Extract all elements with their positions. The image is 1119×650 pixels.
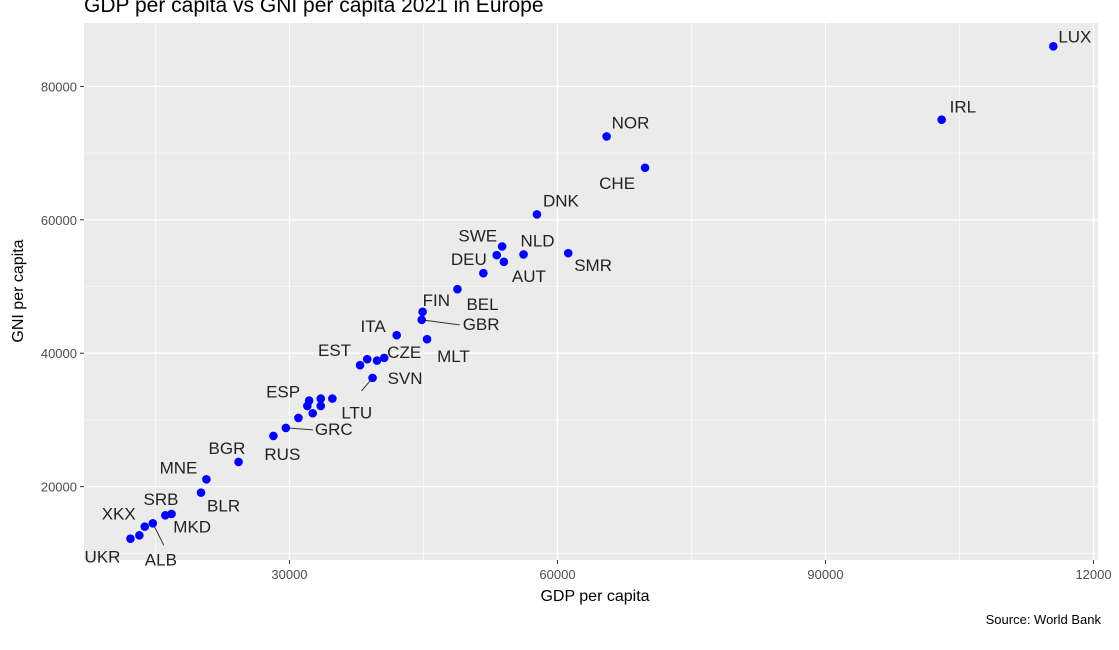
data-point [422, 334, 432, 344]
point-label: FIN [423, 291, 450, 310]
x-axis-title: GDP per capita [540, 588, 649, 605]
data-point [1049, 42, 1058, 51]
x-tick-label: 30000 [271, 567, 307, 582]
point-label: GRC [315, 420, 353, 439]
point-label: BLR [207, 497, 240, 516]
data-point [418, 307, 427, 317]
point-label: SMR [574, 256, 612, 275]
point-label: RUS [264, 445, 300, 464]
point-label: ESP [266, 383, 300, 402]
x-tick-label: 12000 [1075, 567, 1111, 582]
point-label: BGR [209, 439, 246, 458]
point-label: DEU [451, 250, 487, 269]
y-tick-label: 20000 [41, 480, 77, 495]
data-point [937, 115, 946, 125]
data-point [563, 248, 573, 258]
plot-panel [84, 23, 1098, 560]
data-point [497, 242, 507, 251]
data-point [392, 330, 401, 340]
data-point [202, 474, 211, 484]
data-point [640, 163, 650, 173]
point-labels: LUX IRL NOR CHE DNK SWE NLD SMR DEU AUT BEL FIN GBR M… [85, 27, 1092, 569]
point-label: ALB [145, 550, 177, 569]
data-point [281, 423, 291, 433]
point-label: SWE [458, 226, 497, 245]
point-label: MNE [160, 458, 198, 477]
data-point [126, 534, 135, 543]
x-tick-label: 60000 [539, 567, 575, 582]
data-point [368, 373, 377, 383]
data-point [316, 394, 326, 403]
point-label: SRB [144, 490, 179, 509]
point-label: IRL [950, 98, 976, 117]
label-connector [421, 319, 460, 326]
data-points [126, 42, 1058, 543]
point-label: AUT [512, 267, 546, 286]
point-label: ITA [360, 317, 386, 336]
data-point [328, 394, 337, 403]
data-point [417, 315, 427, 325]
data-point [308, 408, 318, 418]
point-label: MKD [173, 517, 211, 536]
data-point [519, 250, 528, 259]
data-point [362, 354, 372, 364]
data-point [140, 522, 150, 531]
axis-ticks: 30000 60000 90000 12000 20000 40000 60000 80000 [41, 79, 1112, 582]
point-label: MLT [437, 347, 470, 366]
data-point [135, 531, 144, 540]
data-point [196, 488, 206, 497]
point-label: SVN [388, 369, 423, 388]
data-point [602, 132, 611, 141]
y-tick-label: 40000 [41, 346, 77, 361]
point-label: NLD [521, 231, 555, 250]
y-tick-label: 80000 [41, 79, 77, 94]
label-connector [285, 427, 313, 431]
point-label: NOR [612, 113, 650, 132]
point-label: DNK [543, 191, 580, 210]
point-label: LTU [341, 404, 372, 423]
y-tick-label: 60000 [41, 213, 77, 228]
data-point [160, 511, 170, 520]
label-connectors [152, 319, 460, 546]
data-point [492, 250, 502, 260]
minor-gridlines [84, 23, 1098, 560]
data-point [294, 413, 303, 423]
data-point [532, 210, 542, 219]
point-label: BEL [466, 295, 498, 314]
data-point [303, 401, 312, 411]
point-label: LUX [1058, 27, 1091, 46]
data-point [355, 360, 365, 370]
data-point [234, 457, 243, 467]
point-label: CHE [599, 174, 635, 193]
major-gridlines [84, 23, 1098, 560]
data-point [453, 284, 462, 294]
x-tick-label: 90000 [807, 567, 843, 582]
data-point [379, 353, 389, 363]
point-label: EST [318, 341, 351, 360]
data-point [316, 401, 326, 411]
data-point [479, 268, 488, 278]
point-label: GBR [463, 315, 500, 334]
y-axis-title: GNI per capita [10, 239, 27, 342]
chart-title: GDP per capita vs GNI per capita 2021 in… [84, 0, 544, 17]
data-point [499, 257, 509, 267]
data-point [372, 356, 382, 365]
data-point [148, 519, 158, 528]
data-point [269, 431, 278, 441]
point-label: CZE [387, 343, 421, 362]
point-label: UKR [85, 548, 121, 567]
point-label: XKX [102, 505, 136, 524]
source-caption: Source: World Bank [986, 612, 1102, 627]
